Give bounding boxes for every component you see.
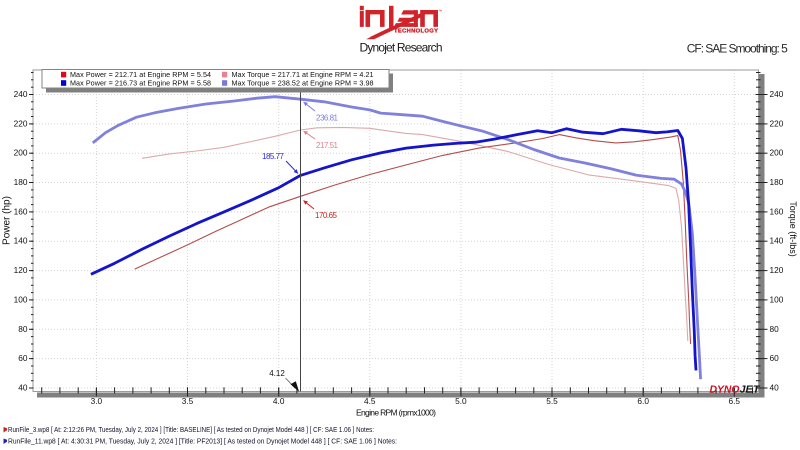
- svg-text:40: 40: [18, 383, 28, 393]
- svg-text:170.65: 170.65: [315, 211, 338, 220]
- svg-text:180: 180: [14, 177, 28, 187]
- svg-text:236.81: 236.81: [316, 114, 339, 123]
- svg-text:140: 140: [770, 236, 784, 246]
- svg-text:80: 80: [770, 324, 780, 334]
- svg-text:JET: JET: [740, 383, 762, 395]
- svg-text:120: 120: [770, 265, 784, 275]
- svg-text:160: 160: [770, 206, 784, 216]
- svg-text:240: 240: [14, 89, 28, 99]
- svg-text:217.51: 217.51: [316, 141, 339, 150]
- svg-text:Engine RPM (rpmx1000): Engine RPM (rpmx1000): [356, 408, 436, 418]
- svg-text:100: 100: [14, 294, 28, 304]
- svg-text:Max Torque = 217.71 at Engine: Max Torque = 217.71 at Engine RPM = 4.21: [232, 70, 374, 79]
- svg-text:TECHNOLOGY: TECHNOLOGY: [394, 28, 438, 34]
- svg-text:3.5: 3.5: [182, 396, 194, 406]
- svg-text:Max Power = 216.73 at Engine R: Max Power = 216.73 at Engine RPM = 5.58: [70, 78, 211, 87]
- svg-text:™: ™: [438, 9, 442, 14]
- svg-text:Max Power = 212.71 at Engine R: Max Power = 212.71 at Engine RPM = 5.54: [70, 70, 211, 79]
- svg-text:200: 200: [14, 148, 28, 158]
- svg-text:80: 80: [18, 324, 28, 334]
- svg-text:4.0: 4.0: [273, 396, 285, 406]
- svg-text:100: 100: [770, 294, 784, 304]
- svg-text:RunFile_11.wp8 [ At: 4:30:31 P: RunFile_11.wp8 [ At: 4:30:31 PM, Tuesday…: [8, 437, 397, 446]
- svg-text:Max Torque = 238.52 at Engine: Max Torque = 238.52 at Engine RPM = 3.98: [232, 78, 374, 87]
- svg-text:3.0: 3.0: [91, 396, 103, 406]
- svg-text:60: 60: [770, 353, 780, 363]
- svg-text:240: 240: [770, 89, 784, 99]
- svg-text:6.5: 6.5: [729, 396, 741, 406]
- svg-text:5.5: 5.5: [546, 396, 558, 406]
- svg-text:4.12: 4.12: [269, 369, 285, 378]
- svg-text:220: 220: [14, 118, 28, 128]
- svg-text:DYNO: DYNO: [710, 383, 740, 395]
- svg-text:180: 180: [770, 177, 784, 187]
- svg-text:220: 220: [770, 118, 784, 128]
- svg-text:160: 160: [14, 206, 28, 216]
- svg-text:60: 60: [18, 353, 28, 363]
- svg-text:185.77: 185.77: [262, 152, 285, 161]
- svg-text:200: 200: [770, 148, 784, 158]
- svg-text:RunFile_3.wp8 [ At: 2:12:26 PM: RunFile_3.wp8 [ At: 2:12:26 PM, Tuesday,…: [8, 425, 374, 434]
- svg-text:40: 40: [770, 383, 780, 393]
- svg-text:6.0: 6.0: [637, 396, 649, 406]
- svg-text:Power (hp): Power (hp): [2, 196, 13, 245]
- svg-text:140: 140: [14, 236, 28, 246]
- svg-text:120: 120: [14, 265, 28, 275]
- svg-text:4.5: 4.5: [364, 396, 376, 406]
- svg-text:Torque (ft-lbs): Torque (ft-lbs): [788, 201, 798, 257]
- svg-text:Dynojet Research: Dynojet Research: [360, 41, 443, 55]
- svg-text:5.0: 5.0: [455, 396, 467, 406]
- svg-text:CF: SAE Smoothing: 5: CF: SAE Smoothing: 5: [687, 41, 788, 55]
